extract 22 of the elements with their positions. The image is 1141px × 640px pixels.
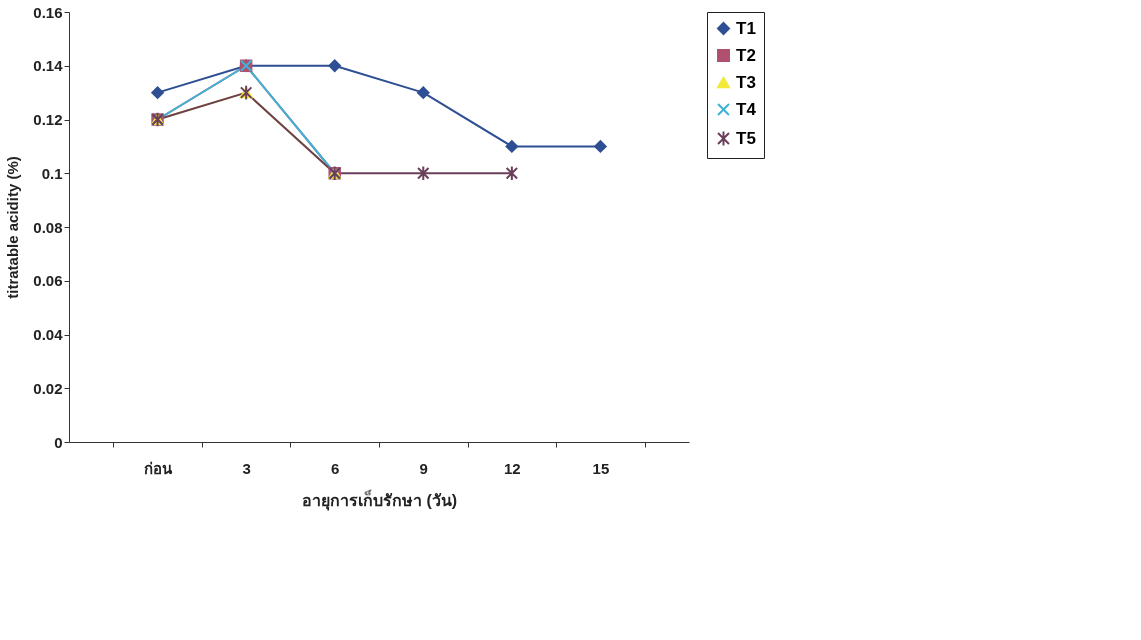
legend-label: T3 [736, 72, 756, 92]
y-tick-label: 0.14 [33, 57, 64, 75]
x-tick-label: ก่อน [144, 459, 174, 477]
x-axis-title: อายุการเก็บรักษา (วัน) [301, 488, 458, 511]
y-axis-title: titratable acidity (%) [4, 156, 22, 299]
x-tick-label: 6 [331, 459, 340, 477]
legend-label: T4 [736, 99, 757, 119]
legend-label: T2 [736, 45, 756, 65]
y-tick-label: 0.12 [33, 111, 63, 128]
y-tick-label: 0.02 [33, 379, 63, 397]
x-tick-label: 12 [504, 459, 521, 477]
y-tick-label: 0.1 [41, 164, 63, 182]
y-tick-label: 0.16 [33, 3, 63, 21]
x-tick-label: 15 [592, 459, 610, 477]
y-tick-label: 0 [54, 433, 63, 451]
y-tick-label: 0.04 [33, 326, 64, 343]
x-tick-label: 3 [242, 459, 251, 477]
legend-label: T5 [736, 128, 756, 148]
y-tick-label: 0.08 [33, 218, 63, 236]
x-tick-label: 9 [419, 459, 428, 477]
legend-label: T1 [736, 18, 756, 38]
y-tick-label: 0.06 [33, 272, 63, 290]
